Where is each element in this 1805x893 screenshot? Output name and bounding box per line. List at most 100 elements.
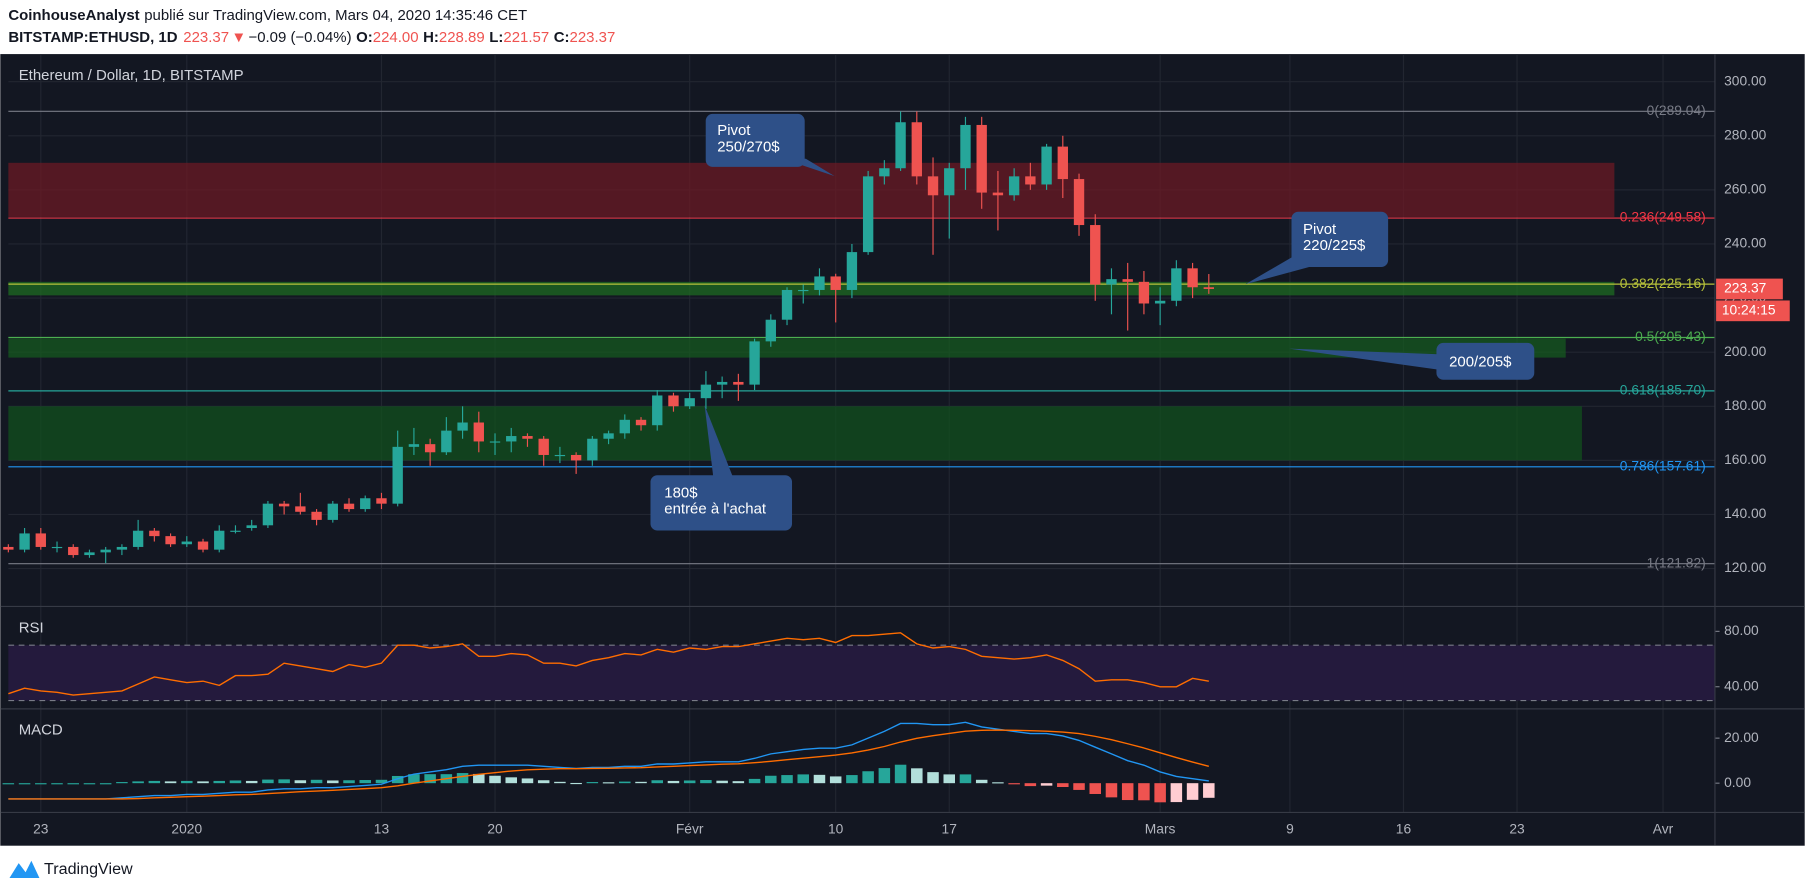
candle-body	[635, 419, 647, 426]
macd-histogram-bar	[554, 781, 566, 784]
candle-body	[716, 381, 728, 385]
macd-histogram-bar	[959, 774, 972, 784]
macd-histogram-bar	[489, 775, 501, 784]
pane-title: RSI	[19, 619, 44, 636]
candle-body	[327, 503, 338, 520]
macd-histogram-bar	[829, 776, 842, 784]
callout-text: entrée à l'achat	[664, 501, 767, 518]
callout-box	[705, 113, 805, 167]
candle-body	[19, 533, 30, 550]
macd-histogram-bar	[2, 783, 15, 785]
fib-label: 0.5(205.43)	[1635, 329, 1706, 344]
candle-body	[1057, 146, 1068, 180]
zone	[8, 162, 1615, 217]
c-label: C:	[554, 29, 570, 46]
candle-body	[360, 498, 371, 510]
y-tick-label: 140.00	[1724, 506, 1767, 521]
pane-title: Ethereum / Dollar, 1D, BITSTAMP	[19, 67, 244, 84]
candle-body	[278, 503, 290, 507]
pane-title: MACD	[19, 722, 63, 739]
macd-histogram-bar	[894, 764, 907, 784]
logo	[9, 860, 40, 879]
candle-body	[408, 444, 420, 447]
candle-body	[84, 552, 95, 556]
quote-line: BITSTAMP:ETHUSD, 1D 223.37 ▼ −0.09 (−0.04%)…	[8, 29, 615, 46]
y-tick-label: 0.00	[1724, 775, 1751, 790]
y-tick-label: 20.00	[1724, 730, 1759, 745]
callout-text: 180$	[664, 485, 698, 502]
candle-body	[960, 124, 971, 169]
y-tick-label: 120.00	[1724, 560, 1767, 575]
macd-histogram-bar	[116, 782, 128, 784]
candle-body	[376, 498, 387, 504]
candle-body	[473, 422, 484, 442]
candle-body	[1171, 268, 1182, 301]
macd-histogram-bar	[1203, 783, 1215, 798]
candle-body	[554, 454, 566, 457]
l: 221.57	[503, 29, 549, 46]
macd-histogram-bar	[797, 774, 810, 784]
symbol: BITSTAMP:ETHUSD, 1D	[8, 29, 177, 46]
macd-histogram-bar	[716, 780, 728, 784]
macd-histogram-bar	[975, 779, 988, 784]
x-tick-label: 17	[942, 821, 957, 836]
candle-body	[311, 511, 322, 520]
candle-body	[976, 124, 987, 193]
change: −0.09 (−0.04%)	[248, 29, 351, 46]
candle-body	[587, 438, 598, 461]
candle-body	[506, 436, 517, 442]
candle-body	[862, 176, 874, 253]
callout-text: Pivot	[717, 122, 751, 139]
candle-body	[149, 530, 160, 537]
candle-body	[295, 506, 306, 512]
macd-histogram-bar	[862, 771, 874, 784]
callout-text: Pivot	[1303, 221, 1337, 238]
candle-body	[1154, 300, 1166, 304]
x-tick-label: 20	[487, 821, 503, 836]
candle-body	[214, 530, 225, 550]
candle-body	[132, 530, 144, 547]
macd-histogram-bar	[67, 783, 79, 785]
footer-bg	[0, 845, 1805, 893]
candle-body	[700, 384, 712, 399]
candle-body	[1138, 281, 1150, 304]
zone	[8, 406, 1582, 461]
macd-histogram-bar	[1105, 783, 1118, 798]
candle-body	[68, 546, 79, 556]
candle-body	[197, 541, 209, 550]
y-tick-label: 240.00	[1724, 236, 1767, 251]
plot: 23 2020 13 20 Févr 10 17 Mars 9 16 23 Avr 120.00 140.…	[0, 54, 1805, 846]
last-price-label: 223.37	[1724, 281, 1766, 296]
macd-histogram-bar	[1121, 783, 1134, 801]
candle-body	[733, 381, 744, 385]
rsi-line	[8, 632, 1209, 696]
x-tick-label: 23	[1509, 821, 1525, 836]
footer-brand: TradingView	[44, 860, 133, 878]
macd-histogram-bar	[911, 768, 923, 784]
macd-histogram-bar	[375, 779, 388, 784]
candle-body	[1025, 176, 1036, 185]
macd-histogram-bar	[781, 775, 793, 784]
fib-label: 0.618(185.70)	[1620, 383, 1706, 398]
macd-histogram-bar	[229, 780, 242, 784]
macd-histogram-bar	[197, 781, 209, 784]
candle-body	[457, 422, 468, 431]
macd-histogram-bar	[1024, 783, 1037, 787]
x-tick-label: Avr	[1653, 821, 1674, 836]
macd-histogram-bar	[1073, 783, 1085, 790]
macd-histogram-bar	[602, 782, 615, 784]
candle-body	[765, 319, 776, 342]
macd-histogram-bar	[683, 780, 696, 784]
h: 228.89	[439, 29, 485, 46]
callout-text: 250/270$	[717, 138, 780, 155]
zone	[8, 281, 1615, 296]
macd-histogram-bar	[310, 779, 323, 784]
candle-body	[522, 436, 533, 439]
macd-histogram-bar	[99, 783, 112, 785]
macd-histogram-bar	[748, 778, 761, 784]
macd-histogram-bar	[635, 781, 647, 784]
fib-label: 0.786(157.61)	[1620, 458, 1706, 473]
macd-histogram-bar	[359, 780, 371, 784]
macd-line	[8, 729, 1210, 800]
